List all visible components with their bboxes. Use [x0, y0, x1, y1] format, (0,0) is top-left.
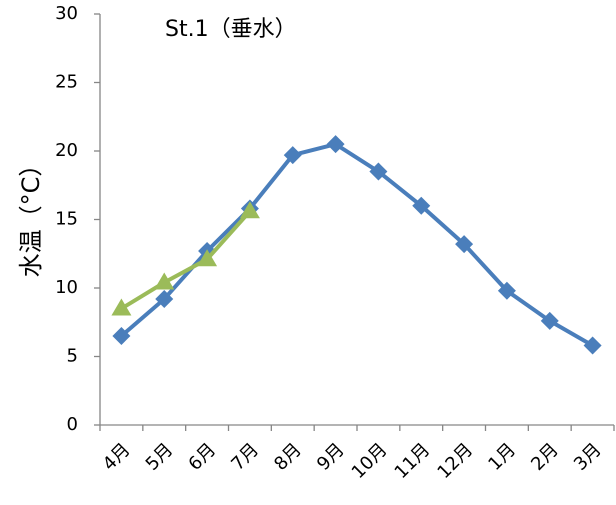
y-tick-label: 5: [67, 346, 78, 367]
x-tick-label: 2月: [527, 439, 563, 475]
x-tick-label: 10月: [348, 439, 392, 483]
y-tick-label: 20: [55, 140, 78, 161]
diamond-marker: [369, 162, 388, 181]
chart-title: St.1（垂水）: [165, 17, 297, 42]
x-tick-label: 8月: [270, 439, 306, 475]
triangle-marker: [197, 249, 218, 267]
diamond-marker: [155, 289, 174, 308]
x-tick-label: 9月: [313, 439, 349, 475]
diamond-marker: [540, 311, 559, 330]
x-tick-label: 4月: [99, 439, 135, 475]
diamond-marker: [412, 196, 431, 215]
y-axis-label: 水温（°C）: [17, 153, 45, 278]
diamond-marker: [583, 336, 602, 355]
x-tick-label: 7月: [227, 439, 263, 475]
x-tick-label: 3月: [570, 439, 606, 475]
y-tick-label: 10: [55, 277, 78, 298]
diamond-marker: [112, 326, 131, 345]
x-tick-label: 1月: [484, 439, 520, 475]
diamond-marker: [283, 146, 302, 165]
x-tick-label: 12月: [433, 439, 477, 483]
triangle-marker: [111, 298, 132, 316]
diamond-marker: [326, 135, 345, 154]
y-tick-label: 15: [55, 209, 78, 230]
series-line: [120, 209, 252, 311]
triangle-marker: [154, 272, 175, 290]
x-tick-label: 5月: [142, 439, 178, 475]
diamond-marker: [455, 235, 474, 254]
x-tick-label: 6月: [184, 439, 220, 475]
y-tick-label: 30: [55, 3, 78, 24]
series-line: [120, 142, 594, 348]
y-tick-label: 0: [67, 414, 78, 435]
diamond-marker: [497, 281, 516, 300]
y-tick-label: 25: [55, 72, 78, 93]
x-tick-label: 11月: [391, 439, 435, 483]
triangle-marker: [239, 201, 260, 219]
